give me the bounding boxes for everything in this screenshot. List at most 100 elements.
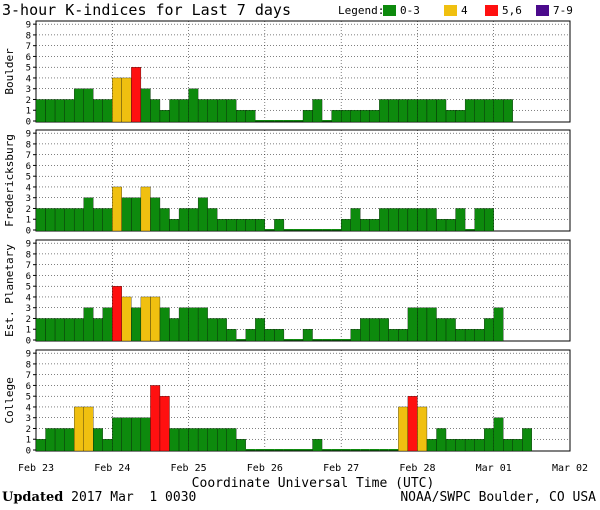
- bar: [407, 208, 418, 232]
- bar: [35, 318, 46, 342]
- bar: [455, 329, 466, 342]
- bar: [264, 120, 275, 122]
- y-tick-label: 9: [26, 350, 31, 360]
- bar: [369, 318, 380, 342]
- chart-title: 3-hour K-indices for Last 7 days: [2, 1, 291, 19]
- y-tick-label: 8: [26, 360, 31, 370]
- bar: [369, 449, 380, 451]
- bar: [112, 286, 122, 342]
- bar: [236, 339, 246, 341]
- bar: [484, 428, 494, 452]
- bar: [226, 428, 237, 452]
- y-tick-label: 3: [26, 194, 31, 204]
- y-tick-label: 8: [26, 250, 31, 260]
- bar: [293, 339, 303, 341]
- x-tick-label: Mar 01: [476, 463, 512, 474]
- bar: [178, 208, 189, 232]
- bar: [445, 219, 456, 232]
- bar: [388, 329, 399, 342]
- bar: [417, 208, 428, 232]
- bar: [73, 208, 84, 232]
- y-tick-label: 0: [26, 337, 31, 347]
- bar: [379, 99, 389, 123]
- updated-timestamp: Updated 2017 Mar 1 0030: [2, 490, 196, 505]
- legend-label: Legend:: [338, 4, 384, 17]
- k-index-chart: 3-hour K-indices for Last 7 days Legend:…: [2, 1, 588, 490]
- bar: [121, 417, 132, 452]
- bar: [112, 77, 122, 123]
- bar: [484, 318, 494, 342]
- bar: [207, 208, 218, 232]
- bar: [54, 318, 65, 342]
- bar: [322, 449, 332, 451]
- bar: [245, 329, 256, 342]
- bar: [159, 110, 170, 123]
- bar: [255, 120, 265, 122]
- bar: [188, 307, 199, 342]
- y-tick-label: 7: [26, 371, 31, 381]
- bar: [93, 318, 103, 342]
- y-tick-label: 2: [26, 205, 31, 215]
- bar: [236, 219, 246, 232]
- bar: [159, 307, 170, 342]
- bar: [388, 449, 399, 451]
- bar: [350, 449, 361, 451]
- y-tick-label: 7: [26, 151, 31, 161]
- bar: [188, 428, 199, 452]
- panel-label: College: [3, 377, 16, 423]
- y-tick-label: 5: [26, 283, 31, 293]
- bar: [322, 339, 332, 341]
- bar: [245, 110, 256, 123]
- bar: [102, 307, 113, 342]
- bar: [484, 99, 494, 123]
- bar: [54, 208, 65, 232]
- y-tick-label: 7: [26, 261, 31, 271]
- bar: [455, 439, 466, 452]
- bar: [274, 120, 284, 122]
- bar: [64, 318, 75, 342]
- bar: [512, 439, 523, 452]
- bar: [417, 99, 428, 123]
- legend-swatch-1: [444, 5, 457, 16]
- bar: [188, 88, 199, 123]
- bar: [264, 329, 275, 342]
- bar: [131, 417, 142, 452]
- bar: [379, 318, 389, 342]
- y-tick-label: 4: [26, 74, 31, 84]
- bar: [302, 110, 313, 123]
- bar: [379, 449, 389, 451]
- legend-swatch-3: [536, 5, 549, 16]
- bar: [293, 120, 303, 122]
- bar: [64, 99, 75, 123]
- bar: [360, 110, 370, 123]
- bar: [150, 296, 161, 342]
- bar: [303, 229, 313, 231]
- bar: [464, 99, 475, 123]
- y-tick-label: 8: [26, 31, 31, 41]
- y-tick-label: 1: [26, 107, 31, 117]
- bar: [73, 88, 84, 123]
- bar: [493, 99, 504, 123]
- source-credit: NOAA/SWPC Boulder, CO USA: [400, 490, 596, 505]
- bar: [455, 208, 466, 232]
- bar: [226, 329, 237, 342]
- legend-entry-label-1: 4: [461, 4, 468, 17]
- bar: [207, 318, 218, 342]
- x-tick-label: Feb 23: [18, 463, 54, 474]
- legend-swatch-2: [485, 5, 498, 16]
- panel-label: Fredericksburg: [3, 134, 16, 227]
- bar: [312, 99, 323, 123]
- bar: [255, 318, 266, 342]
- y-tick-label: 5: [26, 64, 31, 74]
- bar: [197, 428, 208, 452]
- bar: [207, 99, 218, 123]
- bar: [274, 449, 284, 451]
- bar: [169, 428, 180, 452]
- bar: [35, 208, 46, 232]
- bar: [350, 110, 361, 123]
- bar: [455, 110, 466, 123]
- bar: [255, 449, 265, 451]
- bar: [465, 229, 475, 231]
